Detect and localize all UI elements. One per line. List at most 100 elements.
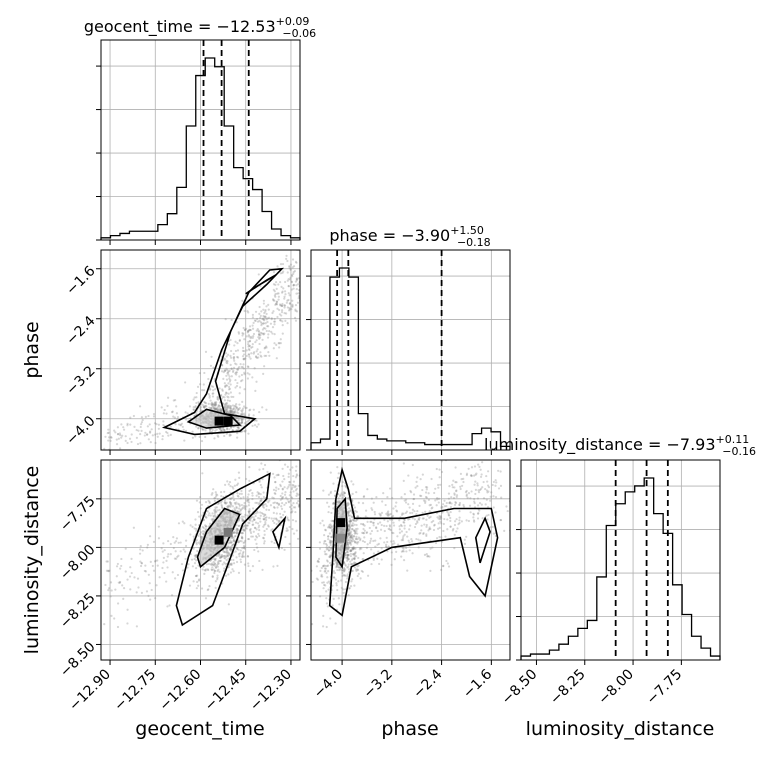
sample-point [263,540,266,543]
sample-point [217,559,220,562]
sample-point [403,518,406,522]
sample-point [431,506,434,509]
sample-point [341,574,344,578]
sample-point [315,565,318,568]
sample-point [475,472,478,475]
sample-point [244,328,247,331]
sample-point [246,554,249,558]
sample-point [220,555,223,558]
sample-point [464,490,468,494]
sample-point [198,501,201,504]
sample-point [231,493,235,496]
sample-point [248,348,251,352]
sample-point [419,478,422,481]
sample-point [237,524,240,527]
sample-point [265,504,268,508]
sample-point [357,540,360,544]
sample-point [346,537,349,540]
sample-point [163,571,166,575]
sample-point [286,518,289,521]
sample-point [181,520,184,523]
sample-point [237,408,240,411]
sample-point [225,551,229,554]
sample-point [348,524,351,527]
sample-point [347,587,351,590]
sample-point [479,468,482,471]
sample-point [219,556,222,559]
contour-phase-luminosity_distance [328,466,499,617]
sample-point [349,549,352,552]
sample-point [279,304,282,307]
sample-point [353,539,356,543]
sample-point [235,505,238,509]
sample-point [236,355,239,359]
sample-point [292,270,295,274]
sample-point [350,536,353,539]
sample-point [229,498,232,501]
sample-point [326,576,329,579]
sample-point [329,490,333,493]
sample-point [283,478,286,481]
sample-point [273,299,276,302]
sample-point [469,474,473,477]
sample-point [214,566,218,569]
sample-point [219,409,222,412]
sample-point [232,530,235,534]
sample-point [348,507,351,510]
sample-point [260,322,263,325]
sample-point [224,391,228,394]
sample-point [346,512,349,515]
sample-point [198,542,201,545]
sample-point [173,416,177,419]
sample-point [476,497,480,500]
sample-point [115,575,118,578]
sample-point [290,273,293,277]
sample-point [201,428,204,431]
sample-point [286,279,289,282]
sample-point [440,517,443,520]
sample-point [349,549,352,553]
sample-point [391,531,394,534]
sample-point [458,521,461,525]
sample-point [238,504,241,507]
sample-point [295,492,299,495]
sample-point [235,384,239,388]
sample-point [348,522,352,525]
sample-point [211,512,214,515]
sample-point [203,371,206,375]
sample-point [126,424,129,427]
sample-point [453,533,456,536]
sample-point [347,557,350,561]
sample-point [229,410,232,414]
sample-point [226,546,229,550]
sample-point [229,501,232,504]
sample-point [225,384,228,387]
sample-point [479,475,483,478]
sample-point [143,434,146,437]
sample-point [194,574,198,578]
sample-point [273,506,276,509]
sample-point [176,418,179,421]
sample-point [121,584,124,587]
sample-point [216,397,219,401]
sample-point [195,529,198,532]
sample-point [492,480,495,484]
sample-point [192,408,195,411]
sample-point [347,502,350,506]
sample-point [254,514,257,518]
sample-point [233,507,236,510]
sample-point [192,547,195,550]
sample-point [311,623,314,626]
sample-point [208,500,211,504]
sample-point [263,529,266,533]
contour-phase-luminosity_distance [335,496,348,570]
sample-point [274,481,277,484]
sample-point [257,495,261,499]
sample-point [258,501,261,504]
sample-point [228,548,232,551]
sample-point [144,431,147,434]
sample-point [278,308,281,312]
sample-point [295,501,299,505]
sample-point [407,503,410,506]
sample-point [180,422,184,425]
